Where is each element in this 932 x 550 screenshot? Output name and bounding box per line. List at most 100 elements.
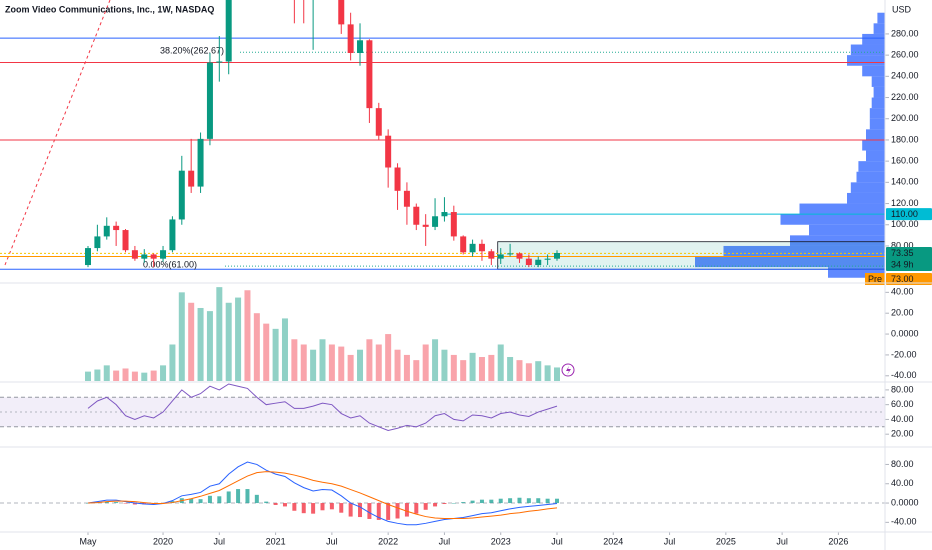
macd-histogram-bar <box>132 503 137 505</box>
rsi-band <box>0 397 885 427</box>
volume-bar <box>300 344 307 381</box>
price-tag-label: 73.35 <box>891 248 914 258</box>
x-tick-label: 2021 <box>266 536 286 546</box>
price-tag-prefix: Pre <box>868 274 882 284</box>
macd-histogram-bar <box>86 503 90 504</box>
macd-histogram-bar <box>311 503 316 514</box>
macd-histogram-bar <box>433 503 438 507</box>
macd-histogram-bar <box>367 503 372 519</box>
volume-bar <box>141 372 148 381</box>
volume-profile-bar <box>799 203 885 215</box>
volume-profile-bar <box>780 214 885 225</box>
volume-bar <box>469 352 476 381</box>
chart-title: Zoom Video Communications, Inc., 1W, NAS… <box>5 4 214 14</box>
volume-bar <box>85 371 91 381</box>
y-tick-label: 0.0000 <box>891 328 919 338</box>
y-tick-label: 40.00 <box>891 478 914 488</box>
indicator-line <box>87 461 558 526</box>
macd-histogram-bar <box>320 503 325 511</box>
candle-body <box>188 170 195 187</box>
volume-bar <box>206 311 213 381</box>
volume-profile-bar <box>790 235 885 246</box>
macd-histogram-bar <box>536 498 541 504</box>
macd-histogram-bar <box>526 498 531 504</box>
volume-bar <box>253 313 260 381</box>
volume-bar <box>375 344 382 381</box>
candle-body <box>216 61 223 63</box>
volume-profile-bar <box>873 86 885 98</box>
macd-histogram-bar <box>489 499 494 504</box>
macd-histogram-bar <box>545 498 550 504</box>
volume-bar <box>169 344 176 381</box>
macd-histogram-bar <box>198 499 203 504</box>
x-tick-label: 2026 <box>828 536 848 546</box>
x-tick-label: Jul <box>551 536 563 546</box>
volume-bar <box>131 371 138 381</box>
volume-bar <box>460 360 467 381</box>
candle-body <box>131 250 138 259</box>
macd-histogram-bar <box>508 498 513 504</box>
volume-bar <box>310 349 317 381</box>
fib-label: 38.20%(262.67) <box>160 46 224 56</box>
volume-bar <box>478 357 485 381</box>
candle-body <box>206 62 213 139</box>
x-tick-label: 2020 <box>153 536 173 546</box>
candle-body <box>103 225 110 237</box>
volume-bar <box>366 339 373 381</box>
volume-bar <box>216 287 223 381</box>
volume-profile-bar <box>871 97 885 109</box>
y-tick-label: 40.00 <box>891 414 914 424</box>
volume-bar <box>394 349 401 381</box>
volume-profile-bar <box>862 139 885 151</box>
candle-body <box>525 258 532 266</box>
volume-profile-bar <box>869 118 885 130</box>
candle-body <box>554 253 560 259</box>
volume-profile-bar <box>869 108 885 119</box>
macd-histogram-bar <box>264 501 269 504</box>
y-tick-label: 80.00 <box>891 240 914 250</box>
volume-profile-bar <box>809 224 885 236</box>
candle-body <box>357 40 364 54</box>
volume-profile-bar <box>858 161 885 172</box>
y-tick-label: -20.00 <box>891 349 917 359</box>
volume-profile-bar <box>695 256 885 268</box>
volume-bar <box>197 307 204 381</box>
candle-body <box>394 167 401 191</box>
volume-profile-bar <box>866 129 885 140</box>
currency[interactable]: USD <box>892 4 912 14</box>
price-tag-label: 110.00 <box>891 209 918 219</box>
volume-bar <box>403 354 410 381</box>
volume-profile-bar <box>850 44 885 56</box>
volume-bar <box>497 344 504 381</box>
candle-body <box>535 259 542 266</box>
macd-histogram-bar <box>339 503 344 513</box>
candle-body <box>94 236 101 249</box>
y-tick-label: 80.00 <box>891 459 914 469</box>
macd-histogram-bar <box>395 503 400 519</box>
volume-bar <box>422 344 429 381</box>
macd-histogram-bar <box>292 503 297 511</box>
candle-body <box>450 212 457 237</box>
candle-body <box>488 251 495 259</box>
macd-histogram-bar <box>245 489 250 504</box>
macd-histogram-bar <box>517 497 522 504</box>
volume-profile-bar <box>847 192 885 204</box>
volume-bar <box>319 339 326 381</box>
volume-bar <box>450 354 457 381</box>
x-tick-label: 2023 <box>491 536 511 546</box>
volume-bar <box>178 292 185 381</box>
macd-histogram-bar <box>329 503 334 510</box>
candle-body <box>385 135 392 168</box>
candle-body <box>169 219 176 251</box>
macd-histogram-bar <box>254 494 259 504</box>
candle-body <box>225 0 232 62</box>
candle-body <box>113 225 120 231</box>
volume-bar <box>554 367 560 381</box>
volume-bar <box>441 349 448 381</box>
volume-bar <box>347 354 354 381</box>
y-tick-label: -40.00 <box>891 517 917 527</box>
volume-bar <box>291 339 298 381</box>
macd-histogram-bar <box>348 503 353 517</box>
